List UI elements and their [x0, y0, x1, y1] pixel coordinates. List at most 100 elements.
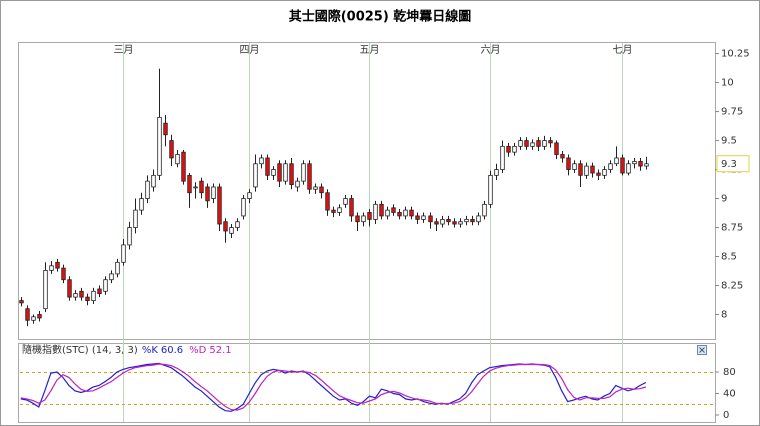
candle-body: [464, 219, 469, 223]
candle-body: [421, 215, 426, 220]
candle-body: [37, 314, 42, 319]
y-tick-label: 8.75: [721, 223, 743, 234]
candle-body: [223, 221, 228, 232]
y-tick-label: 80: [723, 367, 736, 378]
y-tick-label: 8.5: [721, 252, 737, 263]
candle-body: [548, 140, 553, 144]
candle-body: [301, 163, 306, 182]
candle-body: [229, 227, 234, 234]
candle-body: [259, 157, 264, 165]
candle-body: [494, 169, 499, 176]
candle-body: [458, 221, 463, 225]
candle-body: [325, 192, 330, 211]
k-value: 60.6: [161, 345, 183, 356]
price-panel: [18, 42, 716, 340]
candle-body: [518, 140, 523, 147]
candle-body: [289, 163, 294, 186]
candle-body: [199, 180, 204, 194]
candle-body: [133, 209, 138, 228]
x-tick-label: 六月: [481, 44, 501, 56]
y-tick-label: 10: [721, 78, 734, 89]
candle-body: [91, 290, 96, 301]
candle-body: [530, 142, 535, 147]
candle-body: [626, 163, 631, 174]
candle-body: [470, 219, 475, 223]
candle-body: [632, 161, 637, 165]
candle-body: [560, 154, 565, 159]
candle-body: [512, 145, 517, 153]
candle-body: [584, 165, 589, 176]
y-tick-label: 0: [723, 410, 729, 421]
candle-body: [331, 209, 336, 213]
candle-body: [434, 221, 439, 225]
candle-body: [109, 273, 114, 281]
candle-body: [428, 215, 433, 223]
candle-body: [644, 163, 649, 167]
candle-body: [337, 207, 342, 213]
candle-body: [349, 198, 354, 217]
chart-title: 其士國際(0025) 乾坤羃日線圖: [289, 9, 472, 25]
candle-body: [590, 165, 595, 174]
candle-body: [446, 219, 451, 223]
candle-body: [397, 212, 402, 217]
k-name: %K: [142, 345, 159, 356]
candle-body: [385, 209, 390, 217]
candle-body: [181, 151, 186, 182]
candle-body: [620, 157, 625, 174]
candle-body: [319, 186, 324, 194]
candle-body: [211, 186, 216, 199]
candle-body: [355, 215, 360, 223]
y-tick-label: 40: [723, 389, 736, 400]
y-tick-label: 9.5: [721, 136, 737, 147]
candle-body: [536, 140, 541, 147]
candle-body: [566, 157, 571, 170]
candle-body: [85, 296, 90, 301]
candle-body: [391, 207, 396, 213]
stc-label: 隨機指數(STC) (14, 3, 3): [22, 343, 138, 356]
y-tick-label: 10.25: [721, 49, 750, 60]
candle-body: [554, 142, 559, 155]
candle-body: [151, 174, 156, 188]
candle-body: [271, 169, 276, 176]
candle-body: [247, 192, 252, 199]
candle-body: [500, 145, 505, 170]
candle-body: [524, 140, 529, 147]
candle-body: [506, 145, 511, 153]
candle-body: [241, 198, 246, 217]
candle-body: [19, 300, 24, 304]
y-tick-label: 9: [721, 194, 727, 205]
candle-body: [25, 308, 30, 321]
x-tick-label: 七月: [613, 44, 633, 56]
candle-body: [283, 163, 288, 182]
candle-body: [73, 293, 78, 298]
candle-body: [169, 140, 174, 159]
candle-body: [307, 163, 312, 190]
x-tick-label: 四月: [240, 44, 260, 56]
candle-body: [43, 270, 48, 310]
candle-body: [614, 157, 619, 165]
candle-body: [163, 122, 168, 136]
candle-body: [295, 180, 300, 188]
candle-body: [97, 288, 102, 295]
stc-line: [20, 363, 647, 411]
candle-body: [217, 186, 222, 225]
candle-body: [638, 161, 643, 167]
candle-body: [121, 244, 126, 263]
candle-body: [482, 203, 487, 217]
candle-body: [187, 174, 192, 194]
close-icon: [699, 347, 705, 353]
stc-legend: 隨機指數(STC) (14, 3, 3) %K 60.6 %D 52.1: [22, 343, 232, 356]
candle-body: [476, 215, 481, 223]
stc-panel: [18, 343, 716, 423]
candle-body: [115, 261, 120, 275]
candle-body: [253, 163, 258, 188]
candle-body: [79, 290, 84, 298]
candle-body: [61, 267, 66, 281]
candle-body: [542, 140, 547, 147]
candle-body: [49, 265, 54, 271]
y-tick-label: 8.25: [721, 281, 743, 292]
candle-body: [343, 198, 348, 205]
candle-body: [440, 219, 445, 225]
y-tick-label: 9.75: [721, 107, 743, 118]
